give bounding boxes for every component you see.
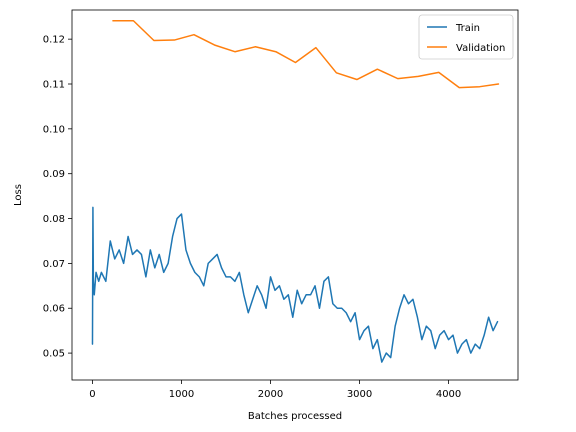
y-tick-label: 0.12 [43,35,65,46]
legend-box [418,14,514,60]
x-axis: 0 1000 2000 3000 4000 [89,380,461,400]
y-tick-label: 0.05 [43,349,65,360]
x-tick-label: 4000 [436,389,461,400]
x-tick-label: 0 [89,389,95,400]
x-tick-label: 3000 [347,389,372,400]
legend-label-validation: Validation [456,43,505,54]
x-axis-label: Batches processed [248,411,342,422]
series-layer [91,20,500,363]
y-tick-label: 0.09 [43,169,65,180]
y-tick-label: 0.07 [43,259,65,270]
series-line-validation [112,20,500,89]
y-tick-label: 0.10 [43,124,65,135]
y-tick-label: 0.08 [43,214,65,225]
legend-label-train: Train [455,23,480,34]
y-axis: 0.05 0.06 0.07 0.08 0.09 0.10 0.11 0.12 [43,35,72,360]
y-tick-label: 0.11 [43,80,65,91]
plot-frame [71,9,519,381]
y-tick-label: 0.06 [43,304,65,315]
legend: Train Validation [418,14,514,60]
y-axis-label: Loss [13,184,24,206]
series-line-train [91,206,499,363]
x-tick-label: 2000 [258,389,283,400]
x-tick-label: 1000 [169,389,194,400]
